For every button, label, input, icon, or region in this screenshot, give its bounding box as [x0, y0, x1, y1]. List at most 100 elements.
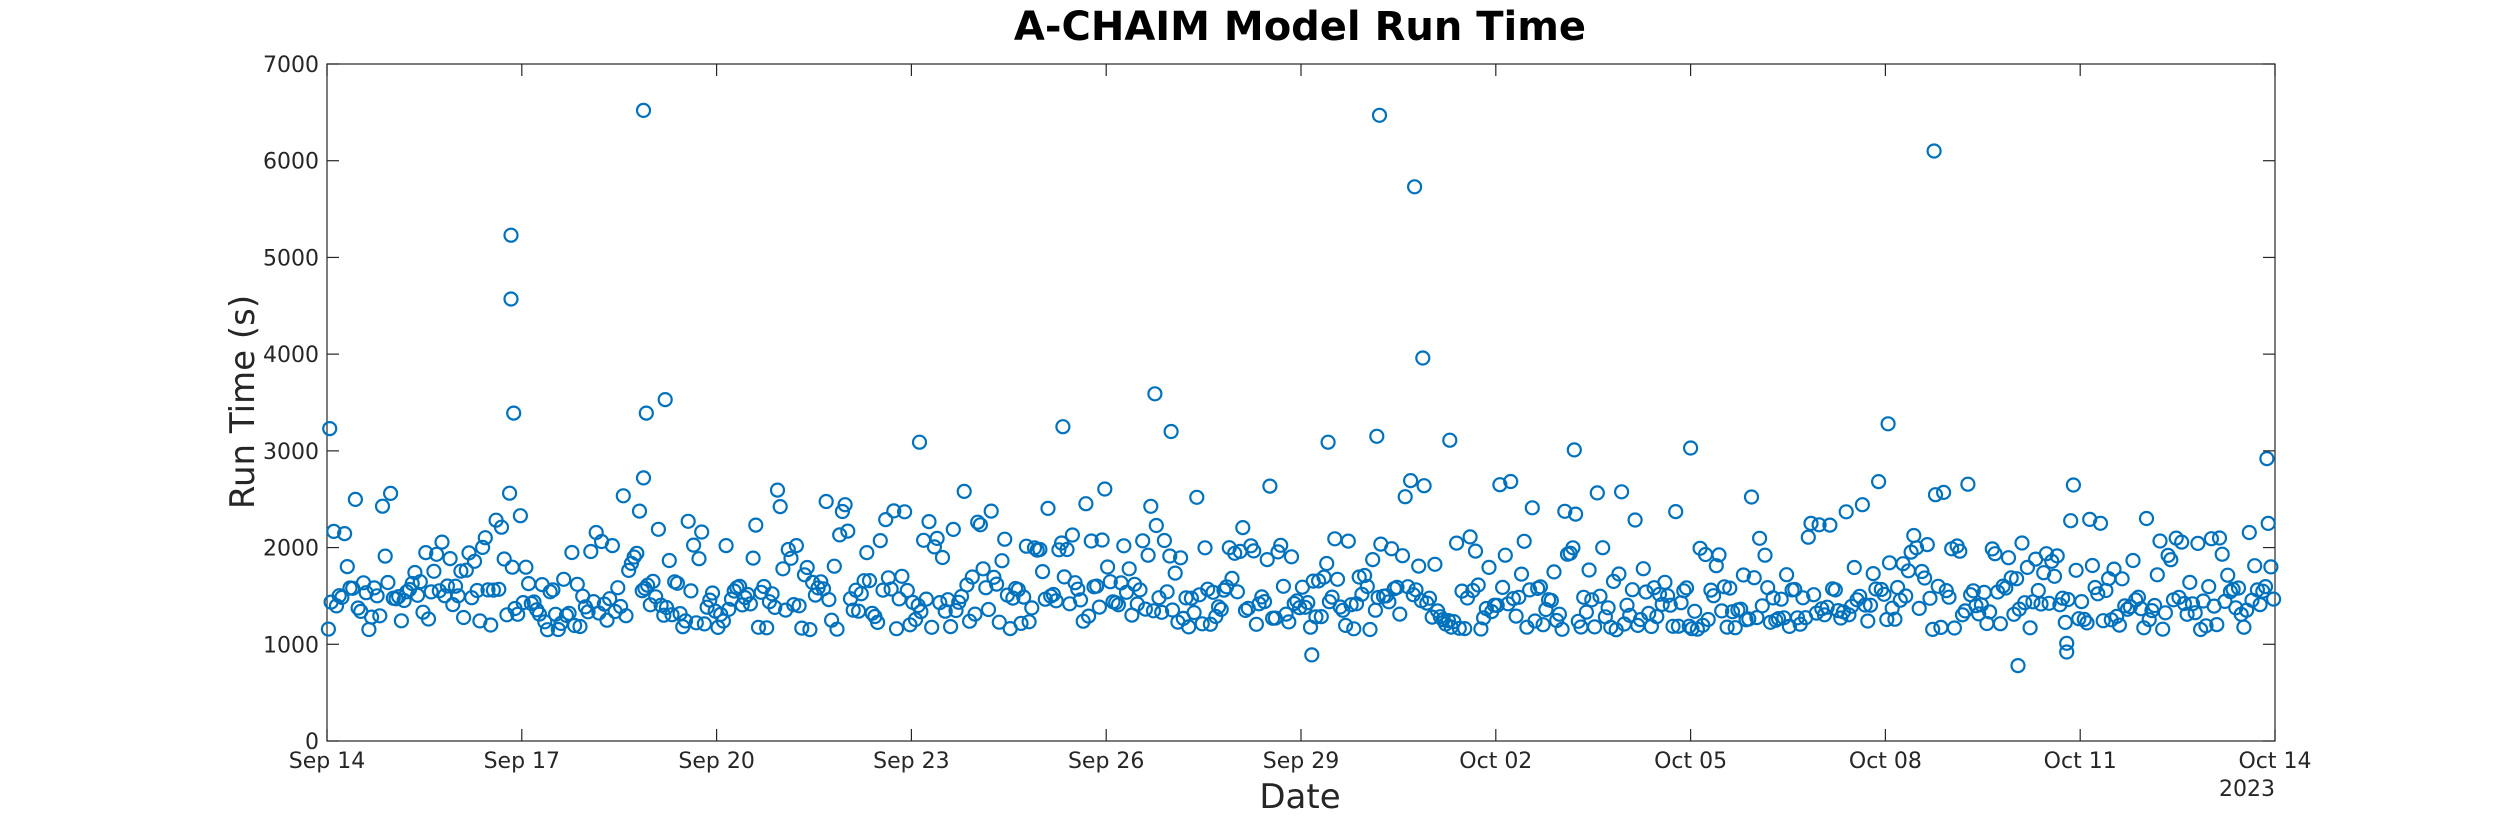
- data-point: [1770, 610, 1787, 627]
- data-point: [326, 523, 342, 540]
- data-point: [894, 568, 910, 584]
- data-point: [453, 563, 469, 579]
- data-point: [1624, 582, 1641, 598]
- data-point: [2163, 552, 2179, 568]
- data-point: [745, 550, 761, 566]
- y-tick-label: 5000: [263, 246, 319, 271]
- data-point: [1406, 179, 1423, 195]
- data-point: [1595, 540, 1611, 556]
- data-point: [872, 532, 888, 549]
- data-point: [964, 569, 980, 585]
- x-axis-label: Date: [1259, 777, 1340, 817]
- data-point: [1304, 647, 1320, 663]
- data-point: [967, 606, 983, 622]
- data-point: [366, 580, 382, 596]
- data-point: [1346, 621, 1362, 637]
- data-point: [878, 511, 894, 528]
- data-point: [1489, 597, 1505, 614]
- plot-frame: [326, 63, 2276, 742]
- x-tick-label: Sep 23: [873, 749, 949, 774]
- data-point: [1070, 581, 1086, 597]
- data-point: [1811, 517, 1827, 533]
- data-point: [1164, 602, 1181, 618]
- data-point: [788, 537, 805, 554]
- data-point: [1470, 577, 1486, 593]
- data-point: [2000, 550, 2017, 566]
- data-point: [2003, 570, 2019, 586]
- data-point: [1933, 619, 1949, 636]
- data-point: [1340, 533, 1356, 549]
- data-point: [1722, 580, 1738, 596]
- data-point: [1094, 532, 1110, 548]
- data-point: [945, 521, 961, 538]
- data-point: [364, 609, 380, 625]
- data-points: [320, 102, 2282, 674]
- data-point: [1457, 620, 1473, 637]
- data-point: [1451, 620, 1467, 636]
- data-point: [1751, 530, 1768, 546]
- data-point: [1442, 432, 1458, 448]
- data-point: [696, 616, 713, 632]
- data-point: [615, 488, 631, 504]
- data-point: [1705, 588, 1722, 604]
- data-point: [2259, 451, 2275, 467]
- data-point: [1143, 498, 1159, 514]
- data-point: [423, 584, 439, 600]
- data-point: [1137, 601, 1154, 617]
- data-point: [1935, 484, 1952, 500]
- data-point: [750, 619, 767, 635]
- data-point: [769, 482, 786, 498]
- data-point: [412, 574, 428, 590]
- data-point: [439, 578, 455, 594]
- data-point: [1078, 496, 1094, 512]
- data-point: [861, 572, 878, 589]
- data-point: [1919, 536, 1935, 553]
- data-point: [1995, 578, 2011, 594]
- data-point: [1719, 619, 1735, 635]
- data-point: [1916, 570, 1933, 586]
- data-point: [748, 517, 764, 533]
- data-point: [2266, 591, 2282, 607]
- x-tick-label: Sep 29: [1263, 749, 1339, 774]
- data-point: [1908, 540, 1925, 556]
- data-point: [1592, 588, 1608, 604]
- data-point: [380, 574, 396, 591]
- data-point: [1687, 603, 1703, 619]
- data-point: [629, 545, 645, 561]
- data-point: [1781, 618, 1798, 635]
- data-point: [2149, 567, 2165, 583]
- data-point: [1356, 567, 1373, 584]
- data-point: [1427, 556, 1443, 572]
- data-point: [518, 559, 534, 575]
- data-point: [921, 513, 937, 530]
- chart-title: A-CHAIM Model Run Time: [1014, 4, 1586, 50]
- y-tick-label: 1000: [263, 633, 319, 658]
- data-point: [1308, 609, 1324, 625]
- data-point: [1481, 559, 1497, 576]
- data-point: [491, 581, 507, 597]
- data-point: [1181, 619, 1197, 635]
- data-point: [2071, 611, 2087, 627]
- data-point: [566, 617, 583, 634]
- data-point: [1416, 478, 1432, 494]
- data-point: [2182, 574, 2198, 591]
- data-point: [388, 591, 404, 607]
- data-point: [1159, 584, 1175, 600]
- data-point: [1773, 591, 1789, 607]
- data-point: [542, 584, 558, 600]
- data-point: [688, 615, 704, 631]
- data-point: [1110, 597, 1127, 613]
- data-point: [1668, 504, 1684, 520]
- data-point: [1600, 600, 1616, 616]
- data-point: [1803, 515, 1819, 532]
- data-point: [1635, 561, 1651, 577]
- x-tick-label: Oct 08: [1849, 749, 1922, 774]
- data-point: [1581, 562, 1597, 578]
- data-point: [545, 582, 561, 598]
- data-point: [1846, 559, 1862, 576]
- x-tick-label: Sep 26: [1068, 749, 1144, 774]
- data-point: [2190, 535, 2206, 552]
- data-point: [1543, 592, 1559, 609]
- data-point: [456, 609, 472, 626]
- data-point: [940, 592, 956, 608]
